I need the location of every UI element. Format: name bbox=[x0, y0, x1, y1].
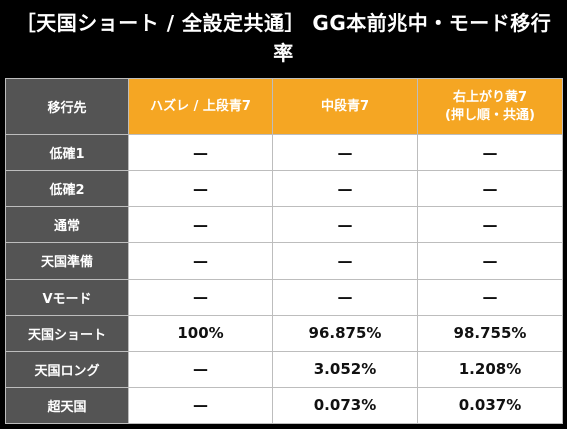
table-cell: — bbox=[128, 386, 273, 425]
table-cell: 96.875% bbox=[272, 314, 418, 352]
column-header-migiagari-ki7: 右上がり黄7 (押し順・共通) bbox=[417, 78, 563, 135]
row-header: 天国ショート bbox=[5, 314, 129, 352]
table-cell: — bbox=[128, 242, 273, 280]
table-row: Vモード — — — bbox=[5, 278, 563, 316]
table-cell: — bbox=[417, 170, 563, 208]
table-cell: — bbox=[417, 133, 563, 172]
table-row: 天国準備 — — — bbox=[5, 242, 563, 280]
table-row: 天国ロング — 3.052% 1.208% bbox=[5, 350, 563, 388]
row-header: 超天国 bbox=[5, 386, 129, 425]
row-header: Vモード bbox=[5, 278, 129, 316]
table-cell: 3.052% bbox=[272, 350, 418, 388]
column-header-chudan-ao7: 中段青7 bbox=[272, 78, 418, 135]
page-title: ［天国ショート / 全設定共通］ GG本前兆中・モード移行率 bbox=[15, 11, 552, 65]
table-cell: — bbox=[128, 278, 273, 316]
table-row: 低確2 — — — bbox=[5, 170, 563, 208]
row-header: 低確1 bbox=[5, 133, 129, 172]
table-cell: — bbox=[417, 242, 563, 280]
row-header: 天国準備 bbox=[5, 242, 129, 280]
table-cell: — bbox=[128, 206, 273, 244]
mode-transition-table: 移行先 ハズレ / 上段青7 中段青7 右上がり黄7 (押し順・共通) 低確1 … bbox=[5, 78, 563, 425]
row-header: 天国ロング bbox=[5, 350, 129, 388]
table-row: 通常 — — — bbox=[5, 206, 563, 244]
column-header-hazure: ハズレ / 上段青7 bbox=[128, 78, 273, 135]
column-header-migiagari-ki7-line2: (押し順・共通) bbox=[445, 107, 535, 123]
table-cell: 0.037% bbox=[417, 386, 563, 425]
table-cell: 98.755% bbox=[417, 314, 563, 352]
row-header: 通常 bbox=[5, 206, 129, 244]
table-cell: 100% bbox=[128, 314, 273, 352]
table-row: 天国ショート 100% 96.875% 98.755% bbox=[5, 314, 563, 352]
table-cell: — bbox=[417, 278, 563, 316]
table-cell: — bbox=[272, 206, 418, 244]
corner-header: 移行先 bbox=[5, 78, 129, 135]
table-cell: — bbox=[272, 170, 418, 208]
table-cell: — bbox=[272, 242, 418, 280]
table-cell: 0.073% bbox=[272, 386, 418, 425]
table-row: 低確1 — — — bbox=[5, 133, 563, 172]
table-row: 超天国 — 0.073% 0.037% bbox=[5, 386, 563, 425]
table-cell: — bbox=[272, 278, 418, 316]
table-header-row: 移行先 ハズレ / 上段青7 中段青7 右上がり黄7 (押し順・共通) bbox=[5, 78, 563, 135]
table-cell: — bbox=[128, 350, 273, 388]
table-cell: — bbox=[417, 206, 563, 244]
row-header: 低確2 bbox=[5, 170, 129, 208]
table-cell: — bbox=[272, 133, 418, 172]
table-cell: 1.208% bbox=[417, 350, 563, 388]
table-cell: — bbox=[128, 170, 273, 208]
column-header-migiagari-ki7-line1: 右上がり黄7 bbox=[452, 89, 528, 105]
table-cell: — bbox=[128, 133, 273, 172]
